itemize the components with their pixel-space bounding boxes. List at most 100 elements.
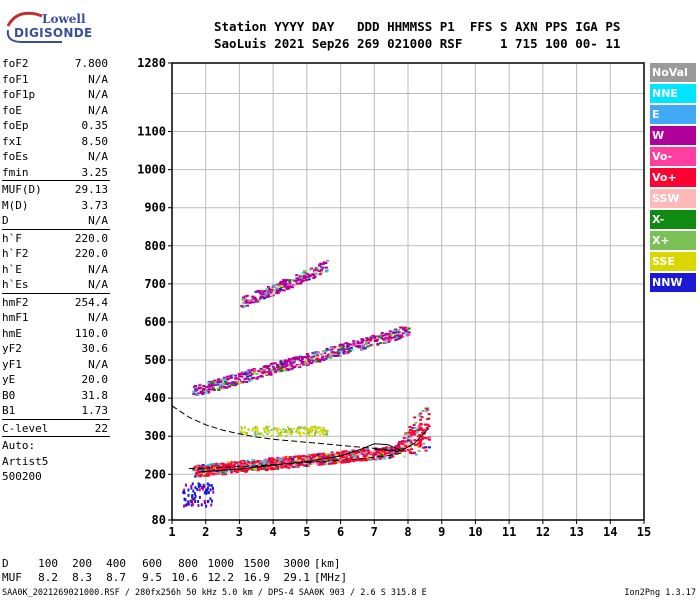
echo-point [419,428,423,431]
echo-point [404,432,408,435]
echo-point [230,469,234,472]
echo-point [283,461,287,464]
echo-point [232,472,236,475]
echo-point [207,382,211,385]
echo-point [285,459,289,462]
echo-point [307,360,311,363]
echo-point [303,461,307,464]
echo-point [419,418,423,421]
echo-point [410,448,414,451]
echo-point [276,292,280,295]
echo-point [271,461,275,464]
echo-point [223,467,227,470]
echo-point [400,440,404,443]
echo-point [311,462,315,465]
echo-point [414,431,418,434]
echo-point [316,351,320,354]
logo-text-digisonde: DIGISONDE [14,26,93,40]
artist-label: Artist5 [2,454,49,468]
echo-point [290,428,293,431]
echo-point [313,434,316,437]
echo-point [286,425,289,428]
echo-point [273,362,277,365]
echo-point [266,371,270,374]
echo-point [388,456,392,459]
echo-point [211,499,214,503]
echo-point [361,338,365,341]
echo-point [326,433,329,436]
echo-point [288,366,292,369]
echo-point [319,462,323,465]
echo-point [201,393,205,396]
echo-point [344,352,348,355]
echo-point [364,343,368,346]
echo-point [249,466,253,469]
echo-point [222,386,226,389]
echo-point [253,466,257,469]
echo-point [243,462,247,465]
echo-point [235,380,239,383]
echo-point [413,427,417,430]
echo-point [427,425,431,428]
echo-point [298,459,302,462]
echo-point [257,299,261,302]
echo-point [282,466,286,469]
echo-point [280,462,284,465]
echo-point [405,441,409,444]
echo-point [262,297,266,300]
echo-point [244,299,248,302]
echo-point [217,388,221,391]
echo-point [308,268,312,271]
echo-point [341,345,345,348]
echo-point [389,453,393,456]
param-name: B1 [2,404,16,417]
echo-point [185,483,188,487]
echo-point [316,459,320,462]
echo-point [328,460,332,463]
echo-point [280,284,284,287]
logo-graphic [6,11,62,43]
echo-point [280,431,283,434]
echo-point [225,465,229,468]
echo-point [396,338,400,341]
y-tick-label: 800 [144,239,166,253]
echo-point [341,343,345,346]
x-tick-label: 5 [303,525,310,539]
echo-point [287,432,290,435]
echo-point [327,349,331,352]
echo-point [338,343,342,346]
echo-point [256,426,259,429]
echo-point [287,358,291,361]
echo-point [197,503,200,507]
echo-point [295,282,299,285]
echo-point [287,283,291,286]
echo-point [292,365,296,368]
echo-point [252,427,255,430]
echo-point [192,390,196,393]
echo-point [274,289,278,292]
echo-point [198,475,202,478]
echo-point [427,436,431,439]
echo-point [213,379,217,382]
echo-point [265,467,269,470]
echo-point [386,334,390,337]
echo-point [195,474,199,477]
echo-point [401,327,405,330]
echo-point [281,283,285,286]
param-name: D [2,214,9,227]
echo-point [377,454,381,457]
echo-point [245,463,249,466]
echo-point [285,435,288,438]
echo-point [312,276,316,279]
echo-point [284,464,288,467]
echo-point [270,428,273,431]
echo-point [245,431,248,434]
echo-point [251,461,255,464]
echo-point [281,465,285,468]
echo-point [413,439,417,442]
x-tick-label: 10 [468,525,482,539]
y-tick-label: 200 [144,467,166,481]
echo-point [267,425,270,428]
echo-point [187,500,190,504]
echo-point [248,371,252,374]
